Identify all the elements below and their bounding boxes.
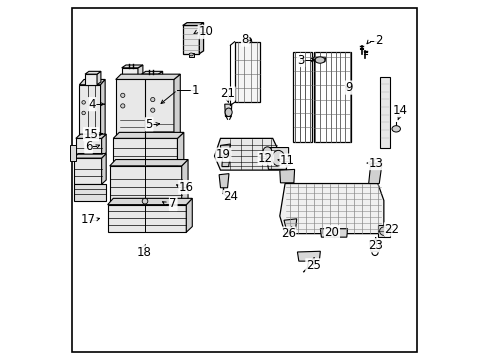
Text: 10: 10 <box>198 25 213 38</box>
Text: 21: 21 <box>220 87 235 100</box>
Polygon shape <box>222 155 230 167</box>
Polygon shape <box>97 71 101 85</box>
Text: 26: 26 <box>280 227 295 240</box>
Ellipse shape <box>224 108 232 117</box>
Text: 2: 2 <box>374 34 382 47</box>
Polygon shape <box>109 166 182 204</box>
Text: 9: 9 <box>345 81 352 94</box>
Text: 14: 14 <box>391 104 407 117</box>
Polygon shape <box>183 26 199 54</box>
Polygon shape <box>266 148 288 170</box>
Polygon shape <box>109 159 188 166</box>
Text: 8: 8 <box>241 33 248 46</box>
Ellipse shape <box>271 150 284 166</box>
Ellipse shape <box>81 111 85 115</box>
Text: 17: 17 <box>81 213 96 226</box>
Text: 6: 6 <box>84 140 92 153</box>
Ellipse shape <box>244 37 251 43</box>
Ellipse shape <box>263 147 271 155</box>
Polygon shape <box>182 159 188 204</box>
Text: 1: 1 <box>191 84 199 96</box>
Text: 4: 4 <box>88 98 96 111</box>
Polygon shape <box>116 80 174 138</box>
Text: 18: 18 <box>136 246 151 259</box>
Polygon shape <box>284 219 296 229</box>
Polygon shape <box>368 163 381 184</box>
Text: 15: 15 <box>83 128 98 141</box>
Polygon shape <box>76 138 102 157</box>
Text: 13: 13 <box>367 157 383 170</box>
Polygon shape <box>220 144 230 156</box>
Polygon shape <box>369 240 379 251</box>
Polygon shape <box>313 57 325 62</box>
Text: 11: 11 <box>280 154 294 167</box>
Text: 20: 20 <box>324 226 339 239</box>
Text: 7: 7 <box>169 198 177 211</box>
Text: 25: 25 <box>305 259 320 272</box>
Ellipse shape <box>121 93 124 98</box>
Polygon shape <box>297 251 320 261</box>
Text: 12: 12 <box>258 152 273 165</box>
Text: 22: 22 <box>384 223 399 236</box>
Polygon shape <box>174 74 180 138</box>
Text: 23: 23 <box>367 239 383 252</box>
Polygon shape <box>177 132 183 165</box>
Polygon shape <box>224 104 231 117</box>
Polygon shape <box>122 65 142 68</box>
Polygon shape <box>101 80 105 138</box>
Polygon shape <box>113 138 177 165</box>
Polygon shape <box>138 65 142 80</box>
Ellipse shape <box>81 100 85 104</box>
Ellipse shape <box>121 104 124 108</box>
Ellipse shape <box>379 227 387 235</box>
Polygon shape <box>74 158 102 184</box>
Polygon shape <box>102 134 106 157</box>
Polygon shape <box>320 229 347 237</box>
Polygon shape <box>188 53 193 57</box>
Ellipse shape <box>391 126 400 132</box>
Text: 16: 16 <box>179 181 193 194</box>
Polygon shape <box>219 174 228 188</box>
Text: 3: 3 <box>297 54 304 67</box>
Polygon shape <box>158 71 163 85</box>
Ellipse shape <box>189 53 193 56</box>
Ellipse shape <box>150 98 155 102</box>
Polygon shape <box>102 154 106 184</box>
Ellipse shape <box>150 108 155 112</box>
Text: 5: 5 <box>145 118 153 131</box>
Polygon shape <box>380 77 389 148</box>
Text: 24: 24 <box>223 190 238 203</box>
Polygon shape <box>279 170 294 183</box>
Polygon shape <box>141 74 158 85</box>
Ellipse shape <box>314 57 324 63</box>
Polygon shape <box>186 198 192 232</box>
Polygon shape <box>377 225 389 237</box>
Polygon shape <box>74 184 106 201</box>
Polygon shape <box>74 154 106 158</box>
Polygon shape <box>234 42 260 102</box>
Polygon shape <box>76 134 106 138</box>
Polygon shape <box>107 205 186 232</box>
Polygon shape <box>70 145 76 161</box>
Ellipse shape <box>284 159 290 166</box>
Polygon shape <box>116 74 180 80</box>
Polygon shape <box>141 71 163 74</box>
Polygon shape <box>85 74 97 85</box>
Ellipse shape <box>142 198 147 204</box>
Polygon shape <box>79 85 101 138</box>
Polygon shape <box>85 71 101 74</box>
Polygon shape <box>183 23 203 26</box>
Polygon shape <box>107 198 192 205</box>
Polygon shape <box>122 68 138 80</box>
Text: 19: 19 <box>215 148 230 161</box>
Polygon shape <box>279 184 383 234</box>
Polygon shape <box>113 132 183 138</box>
Polygon shape <box>214 138 279 170</box>
Polygon shape <box>79 80 105 85</box>
Polygon shape <box>199 23 203 54</box>
